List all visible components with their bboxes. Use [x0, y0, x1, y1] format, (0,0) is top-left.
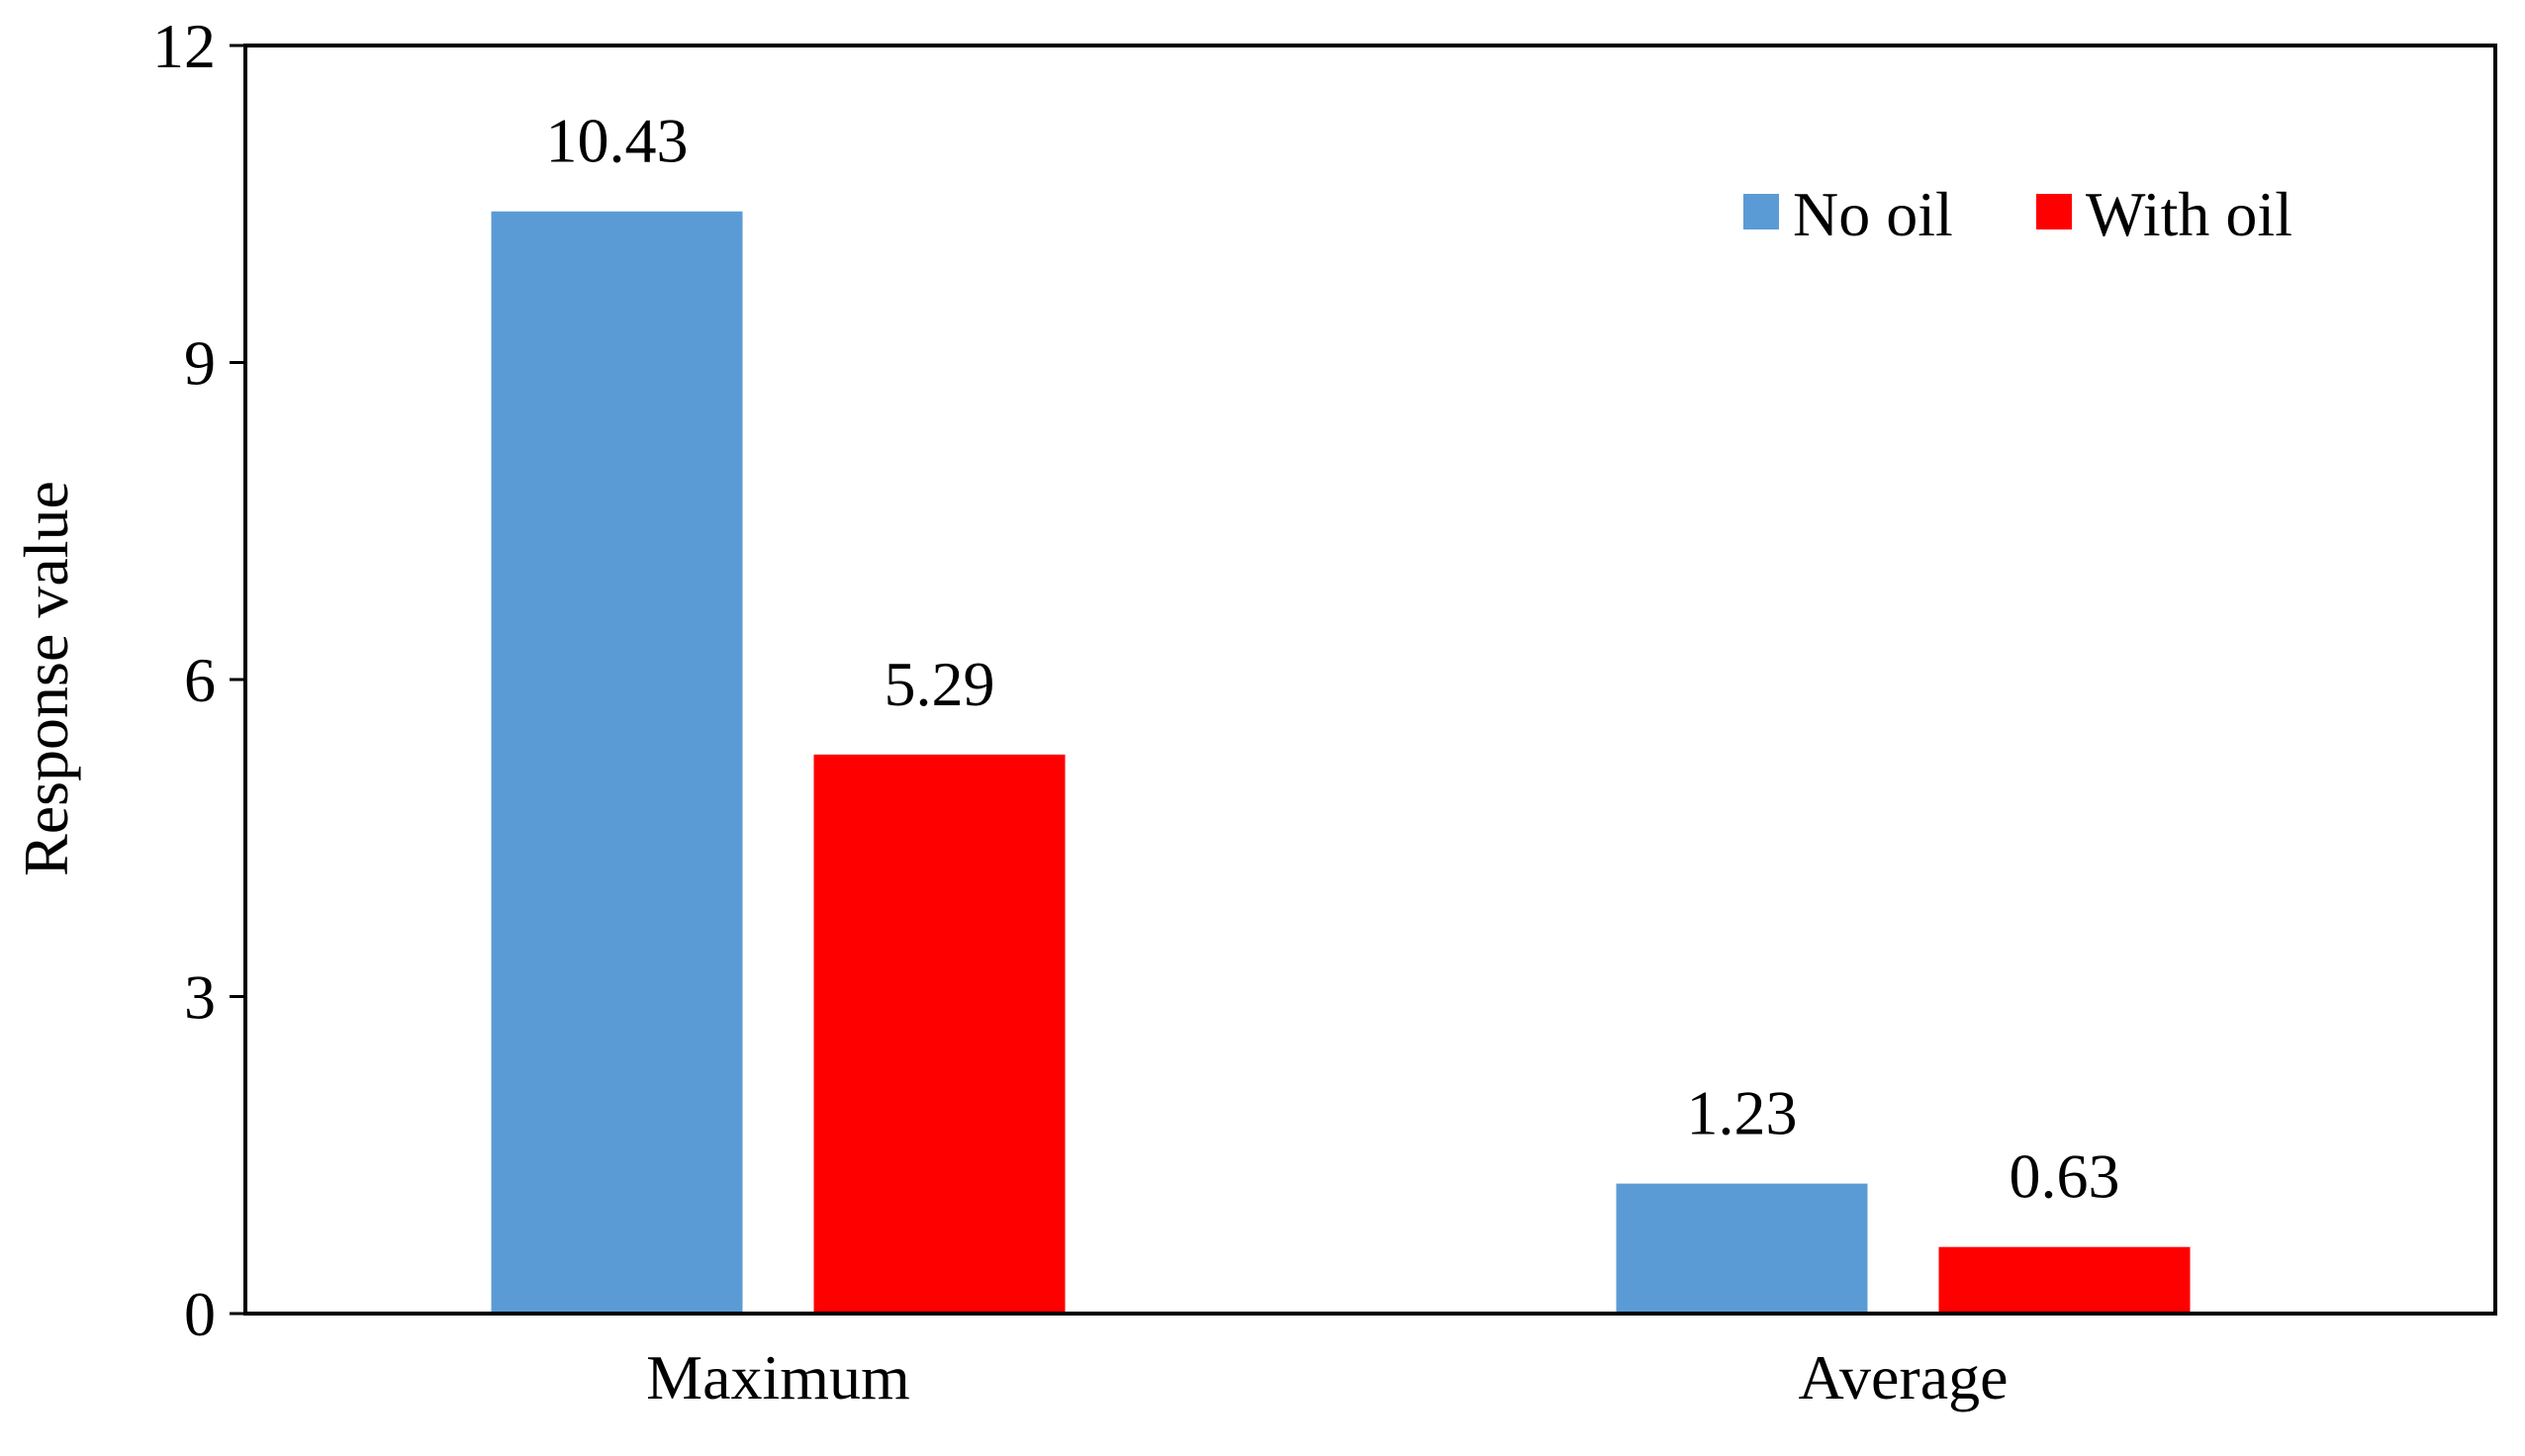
legend-swatch — [2036, 194, 2072, 229]
y-tick-label: 3 — [184, 962, 216, 1033]
data-label: 10.43 — [546, 106, 689, 176]
y-tick-label: 0 — [184, 1279, 216, 1349]
legend: No oil With oil — [1743, 179, 2292, 249]
plot-border — [243, 44, 2497, 1316]
y-axis-label: Response value — [11, 481, 81, 876]
bar-no-oil — [1616, 1183, 1868, 1314]
data-label: 1.23 — [1687, 1078, 1798, 1148]
x-tick-label: Maximum — [646, 1342, 910, 1412]
legend-swatch — [1743, 194, 1779, 229]
legend-label: With oil — [2086, 179, 2292, 249]
y-tick-label: 9 — [184, 328, 216, 399]
bar-no-oil — [491, 211, 743, 1315]
data-label: 0.63 — [2010, 1141, 2120, 1212]
data-label: 5.29 — [885, 649, 995, 719]
y-tick-label: 12 — [152, 11, 216, 81]
y-tick-label: 6 — [184, 645, 216, 715]
bar-with-oil — [1938, 1246, 2191, 1314]
legend-label: No oil — [1793, 179, 1953, 249]
plot-area: 0 3 6 9 12 10.43 5.29 Maximum 1.23 0.63 Average — [152, 11, 2497, 1412]
x-tick-label: Average — [1799, 1342, 2009, 1412]
bar-with-oil — [813, 754, 1066, 1314]
